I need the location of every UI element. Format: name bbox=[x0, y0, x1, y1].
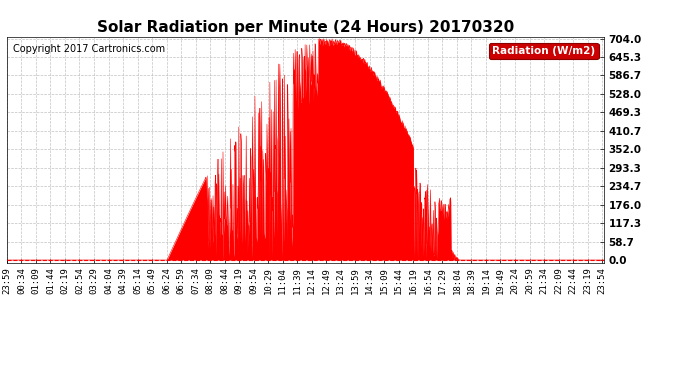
Legend: Radiation (W/m2): Radiation (W/m2) bbox=[489, 43, 598, 59]
Title: Solar Radiation per Minute (24 Hours) 20170320: Solar Radiation per Minute (24 Hours) 20… bbox=[97, 20, 514, 35]
Text: Copyright 2017 Cartronics.com: Copyright 2017 Cartronics.com bbox=[13, 44, 165, 54]
